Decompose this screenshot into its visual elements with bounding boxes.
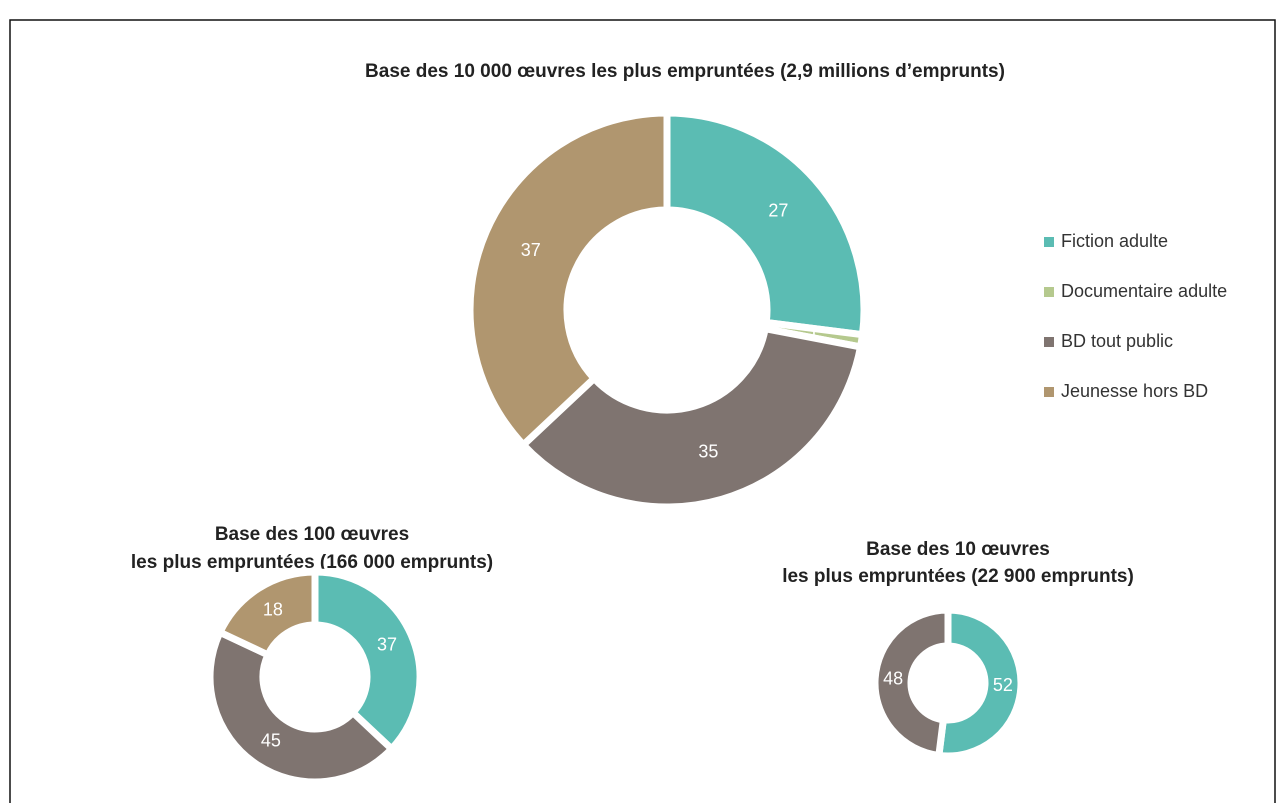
legend-label: Jeunesse hors BD — [1061, 381, 1208, 401]
legend-swatch — [1044, 287, 1054, 297]
legend-swatch — [1044, 237, 1054, 247]
legend-label: Fiction adulte — [1061, 231, 1168, 251]
legend-label: Documentaire adulte — [1061, 281, 1227, 301]
legend-swatch — [1044, 387, 1054, 397]
donut-slice — [518, 324, 865, 511]
data-label: 18 — [263, 599, 283, 619]
data-label: 45 — [261, 731, 281, 751]
donut-slice — [934, 606, 1025, 760]
donut-slice — [206, 627, 397, 786]
chart-title: Base des 100 œuvres — [215, 524, 409, 545]
chart-title: Base des 10 000 œuvres les plus emprunté… — [365, 61, 1005, 82]
legend-swatch — [1044, 337, 1054, 347]
chart-title: les plus empruntées (22 900 emprunts) — [782, 566, 1134, 587]
chart-title: Base des 10 œuvres — [866, 539, 1050, 560]
donut-slice — [663, 109, 868, 339]
data-label: 48 — [883, 668, 903, 688]
data-label: 27 — [768, 201, 788, 221]
frame — [9, 19, 1276, 803]
chart-title: les plus empruntées (166 000 emprunts) — [131, 552, 493, 573]
data-label: 37 — [377, 635, 397, 655]
data-label: 37 — [521, 240, 541, 260]
donut-slice — [466, 109, 671, 450]
data-label: 1 — [809, 322, 819, 342]
donut-slice — [215, 568, 319, 660]
data-label: 52 — [993, 675, 1013, 695]
donut-slice — [311, 568, 424, 754]
donut-slice — [871, 606, 952, 760]
data-label: 35 — [698, 441, 718, 461]
legend-label: BD tout public — [1061, 331, 1173, 351]
